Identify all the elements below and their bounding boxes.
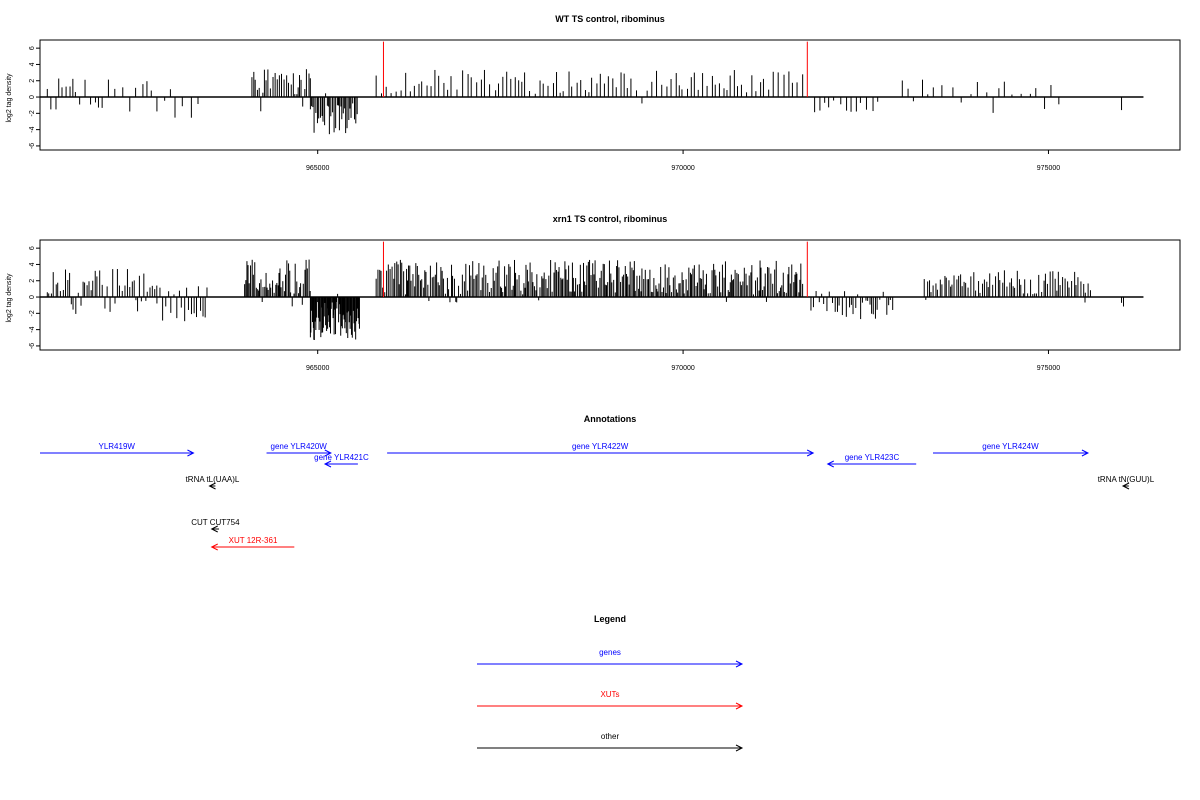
annotation-label: CUT CUT754 [191,518,240,527]
y-tick-label: -6 [29,343,36,349]
annotation-gene: gene YLR421C [314,453,369,468]
legend: Legend genes XUTs other [477,614,744,752]
y-tick-label: 4 [29,262,36,266]
annotation-gene: gene YLR423C [826,453,917,468]
legend-title: Legend [594,614,626,624]
y-tick-label: 6 [29,46,36,50]
annotation-track: Annotations YLR419W gene YLR420W gene YLR4… [40,414,1155,551]
x-tick-label: 975000 [1037,165,1060,172]
coverage-bars [46,69,1123,135]
annotation-gene: gene YLR420W [266,442,332,457]
legend-item-other: other [477,732,744,752]
y-tick-label: 2 [29,279,36,283]
y-tick-label: 0 [29,295,36,299]
axes: -6 -4 -2 0 2 4 6 965000 970000 975000 [29,41,1144,172]
arrow-head [324,449,332,457]
x-tick-label: 975000 [1037,365,1060,372]
y-tick-label: -6 [29,143,36,149]
arrow-head [210,543,218,551]
y-axis-label: log2 tag density [6,73,13,123]
annotation-gene: gene YLR422W [387,442,815,457]
annotation-label: gene YLR424W [982,442,1039,451]
panel-title: WT TS control, ribominus [555,14,665,24]
annotation-label: XUT 12R-361 [229,536,278,545]
x-tick-label: 970000 [671,365,694,372]
y-tick-label: -4 [29,126,36,132]
annotation-other: CUT CUT754 [191,518,240,533]
legend-label: other [601,732,620,741]
coverage-bars [46,259,1125,340]
annotation-label: YLR419W [98,442,135,451]
y-tick-label: -4 [29,326,36,332]
arrow-head [735,744,744,752]
xrn1-coverage-panel: xrn1 TS control, ribominus log2 tag dens… [6,214,1181,372]
arrow-head [735,660,744,668]
annotation-features: YLR419W gene YLR420W gene YLR421C gene YLR4… [40,442,1155,551]
plot-frame [39,239,1181,351]
annotations-title: Annotations [584,414,637,424]
annotation-xut: XUT 12R-361 [210,536,295,551]
y-tick-label: 4 [29,62,36,66]
arrow-head [826,460,834,468]
annotation-label: gene YLR421C [314,453,369,462]
x-tick-label: 965000 [306,365,329,372]
arrow-head [806,449,815,457]
annotation-other: tRNA tL(UAA)L [186,475,240,490]
legend-label: XUTs [600,690,619,699]
annotation-label: gene YLR420W [271,442,328,451]
y-tick-label: -2 [29,110,36,116]
panel-title: xrn1 TS control, ribominus [553,214,668,224]
annotation-label: tRNA tN(GUU)L [1098,475,1155,484]
x-tick-label: 970000 [671,165,694,172]
wt-coverage-panel: WT TS control, ribominus log2 tag densit… [6,14,1181,172]
arrow-head [323,460,332,468]
y-tick-label: 2 [29,79,36,83]
annotation-gene: gene YLR424W [933,442,1090,457]
annotation-label: gene YLR422W [572,442,629,451]
arrow-head [210,525,218,533]
x-tick-label: 965000 [306,165,329,172]
legend-items: genes XUTs other [477,648,744,752]
legend-item-gene: genes [477,648,744,668]
arrow-head [1081,449,1090,457]
y-tick-label: 6 [29,246,36,250]
plot-frame [39,39,1181,151]
arrow-head [735,702,744,710]
y-tick-label: -2 [29,310,36,316]
annotation-label: tRNA tL(UAA)L [186,475,240,484]
arrow-head [187,449,195,457]
axes: -6 -4 -2 0 2 4 6 965000 970000 975000 [29,241,1144,372]
y-tick-label: 0 [29,95,36,99]
arrow-head [1121,482,1130,490]
annotation-other: tRNA tN(GUU)L [1098,475,1155,490]
legend-label: genes [599,648,621,657]
annotation-label: gene YLR423C [845,453,900,462]
y-axis-label: log2 tag density [6,273,13,323]
arrow-head [208,482,216,490]
annotation-gene: YLR419W [40,442,195,457]
legend-item-xut: XUTs [477,690,744,710]
